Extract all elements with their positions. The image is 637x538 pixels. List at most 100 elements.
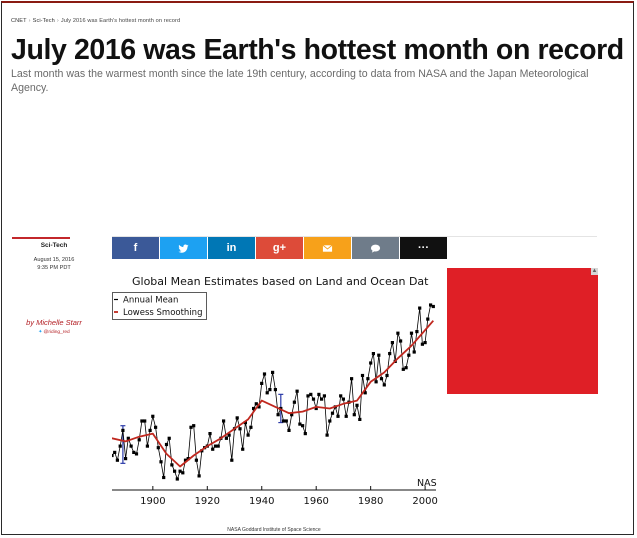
annual-mean-point — [309, 392, 313, 396]
share-twitter-button[interactable] — [160, 237, 207, 259]
share-linkedin-button[interactable]: in — [208, 237, 255, 259]
annual-mean-point — [159, 460, 163, 464]
annual-mean-point — [341, 397, 345, 401]
author-name[interactable]: by Michelle Starr — [26, 318, 82, 327]
annual-mean-point — [374, 380, 378, 384]
x-tick-label: 1940 — [249, 496, 274, 507]
annual-mean-point — [429, 303, 433, 307]
share-google-plus-button[interactable]: g+ — [256, 237, 303, 259]
linkedin-icon: in — [226, 242, 237, 254]
x-tick-label: 1960 — [303, 496, 328, 507]
annual-mean-point — [173, 469, 177, 473]
annual-mean-point — [420, 342, 424, 346]
annual-mean-point — [238, 427, 242, 431]
share-comments-button[interactable] — [352, 237, 399, 259]
annual-mean-point — [423, 341, 427, 345]
annual-mean-point — [129, 444, 133, 448]
annual-mean-point — [336, 414, 340, 418]
annual-mean-point — [396, 331, 400, 335]
twitter-icon — [178, 243, 189, 254]
annual-mean-point — [222, 419, 226, 423]
ad-close-icon[interactable]: ▲ — [591, 268, 598, 275]
annual-mean-point — [401, 367, 405, 371]
annual-mean-point — [303, 432, 307, 436]
annual-mean-point — [371, 352, 375, 356]
annual-mean-point — [113, 450, 117, 454]
advertisement[interactable]: ▲ — [447, 268, 598, 394]
annual-mean-point — [268, 388, 272, 392]
author-handle[interactable]: ✦@riding_red — [12, 329, 96, 335]
annual-mean-point — [377, 353, 381, 357]
annual-mean-point — [156, 446, 160, 450]
annual-mean-point — [208, 432, 212, 436]
annual-mean-point — [339, 394, 343, 398]
annual-mean-point — [257, 405, 261, 409]
annual-mean-point — [360, 373, 365, 378]
annual-mean-point — [292, 400, 296, 404]
author-handle-text: @riding_red — [43, 330, 70, 335]
annual-mean-point — [181, 471, 185, 475]
chart-caption: NASA Goddard Institute of Space Science — [227, 527, 321, 533]
annual-mean-point — [281, 419, 286, 423]
annual-mean-point — [284, 419, 288, 423]
publish-date: August 15, 2016 — [33, 257, 75, 263]
annual-mean-point — [235, 416, 239, 420]
annual-mean-point — [121, 428, 125, 432]
share-facebook-button[interactable]: f — [112, 237, 159, 259]
lowess-smoothing-line — [112, 320, 434, 468]
breadcrumb-separator: › — [28, 18, 31, 24]
annual-mean-point — [192, 424, 196, 428]
annual-mean-point — [295, 389, 299, 393]
annual-mean-point — [265, 391, 269, 395]
annual-mean-point — [301, 424, 305, 428]
annual-mean-point — [151, 414, 155, 418]
annual-mean-point — [388, 352, 392, 356]
breadcrumb-section-link[interactable]: Sci-Tech — [32, 18, 55, 24]
breadcrumb-current: July 2016 was Earth's hottest month on r… — [60, 18, 181, 24]
email-icon — [322, 243, 333, 254]
annual-mean-point — [352, 413, 356, 417]
annual-mean-point — [382, 383, 386, 387]
annual-mean-point — [290, 413, 294, 417]
x-tick-label: 1900 — [140, 496, 165, 507]
annual-mean-point — [418, 306, 422, 310]
annual-mean-point — [132, 450, 136, 454]
annual-mean-point — [262, 372, 267, 376]
annual-mean-point — [271, 370, 275, 374]
share-more-button[interactable]: ··· — [400, 237, 447, 259]
annual-mean-point — [115, 458, 119, 462]
annual-mean-point — [197, 474, 201, 478]
annual-mean-point — [164, 442, 169, 447]
annual-mean-point — [170, 463, 174, 467]
annual-mean-point — [249, 425, 253, 429]
annual-mean-point — [137, 438, 141, 442]
annual-mean-point — [227, 433, 231, 437]
annual-mean-point — [366, 377, 370, 381]
chart-legend — [112, 292, 207, 320]
annual-mean-point — [213, 444, 218, 448]
annual-mean-point — [355, 403, 359, 407]
facebook-icon: f — [133, 242, 138, 254]
share-email-button[interactable] — [304, 237, 351, 259]
annual-mean-point — [369, 361, 373, 365]
annual-mean-point — [178, 469, 182, 473]
annual-mean-point — [390, 341, 394, 345]
annual-mean-point — [140, 419, 144, 423]
share-bar: f in g+ ··· — [112, 237, 448, 259]
annual-mean-point — [412, 350, 416, 354]
annual-mean-point — [118, 444, 122, 448]
annual-mean-point — [358, 417, 362, 421]
comment-icon — [370, 243, 381, 254]
annual-mean-point — [260, 381, 264, 385]
annual-mean-point — [320, 397, 324, 401]
breadcrumb-site-link[interactable]: CNET — [11, 18, 27, 24]
annual-mean-point — [273, 388, 277, 392]
section-label[interactable]: Sci-Tech — [40, 242, 68, 249]
section-rule — [12, 237, 70, 239]
annual-mean-point — [314, 406, 318, 411]
annual-mean-point — [189, 425, 193, 429]
annual-mean-point — [407, 353, 411, 357]
legend-label-annual: Annual Mean — [123, 296, 178, 306]
x-tick-label: 2000 — [412, 496, 437, 507]
annual-mean-point — [241, 447, 245, 451]
